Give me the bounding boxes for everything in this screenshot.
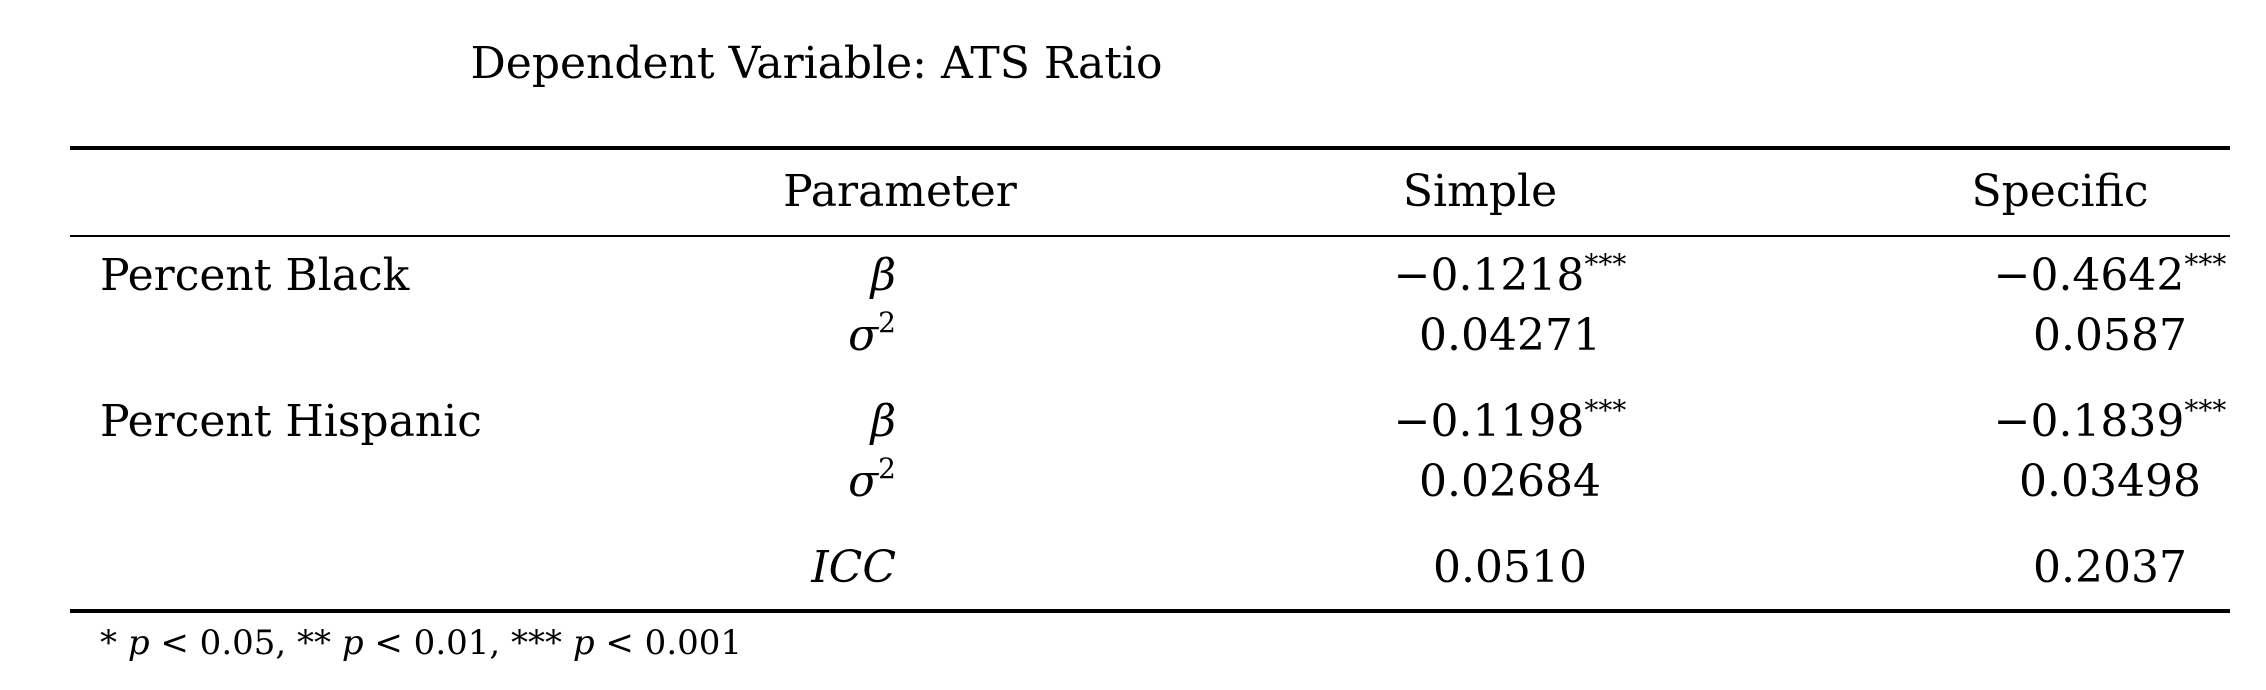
hispanic-beta-simple: −0.1198*** — [1393, 394, 1627, 447]
icc-symbol: ICC — [811, 542, 896, 593]
beta-symbol: β — [870, 396, 896, 447]
table-title: Dependent Variable: ATS Ratio — [470, 38, 1163, 89]
icc-specific: 0.2037 — [2033, 542, 2187, 593]
header-parameter: Parameter — [783, 166, 1017, 217]
beta-symbol: β — [870, 250, 896, 301]
sigma-squared-symbol: σ2 — [848, 452, 896, 508]
hispanic-sigma-simple: 0.02684 — [1419, 456, 1601, 507]
header-simple: Simple — [1402, 166, 1558, 217]
bottom-rule — [70, 609, 2230, 613]
header-rule — [70, 235, 2230, 237]
significance-footnote: * p < 0.05, ** p < 0.01, *** p < 0.001 — [100, 623, 743, 663]
icc-simple: 0.0510 — [1433, 542, 1587, 593]
header-specific: Specific — [1971, 166, 2149, 217]
row-label-percent-black: Percent Black — [100, 250, 410, 301]
sigma-squared-symbol: σ2 — [848, 306, 896, 362]
black-beta-specific: −0.4642*** — [1993, 248, 2227, 301]
top-rule — [70, 146, 2230, 150]
hispanic-sigma-specific: 0.03498 — [2019, 456, 2201, 507]
row-label-percent-hispanic: Percent Hispanic — [100, 396, 482, 447]
black-sigma-specific: 0.0587 — [2033, 310, 2187, 361]
hispanic-beta-specific: −0.1839*** — [1993, 394, 2227, 447]
black-beta-simple: −0.1218*** — [1393, 248, 1627, 301]
black-sigma-simple: 0.04271 — [1419, 310, 1601, 361]
